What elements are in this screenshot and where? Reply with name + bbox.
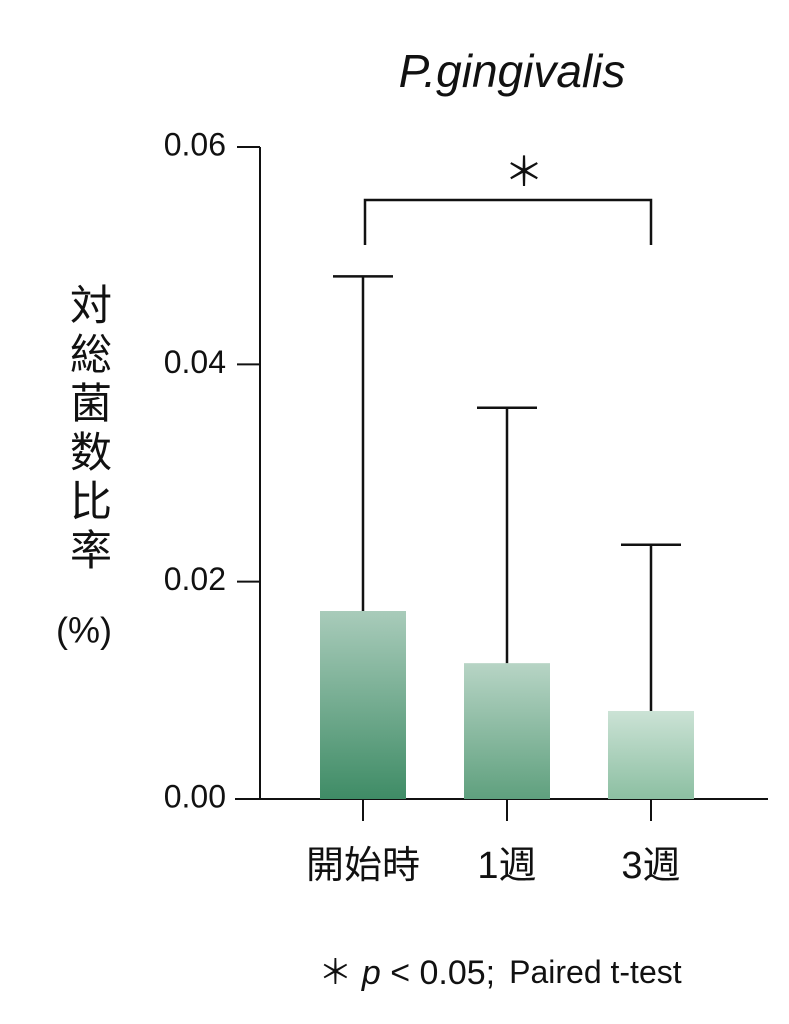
bar <box>608 710 694 799</box>
significance-bracket <box>363 198 653 245</box>
x-tick-label: 1週 <box>477 845 536 887</box>
error-bar <box>333 275 393 612</box>
y-tick-label: 0.06 <box>164 126 226 162</box>
y-axis-unit: (%) <box>56 610 112 651</box>
chart-title: P.gingivalis <box>399 45 626 97</box>
footnote-p: p <box>361 954 381 992</box>
significance-label: ＊ <box>504 151 544 195</box>
y-tick-label: 0.02 <box>164 561 226 597</box>
y-axis-label: 対総菌数比率 <box>65 283 112 577</box>
y-tick-label: 0.04 <box>164 344 226 380</box>
x-tick-label: 開始時 <box>306 845 420 887</box>
footnote-symbol: ＊ <box>318 954 352 992</box>
error-bar <box>621 543 681 711</box>
error-bar <box>477 406 537 664</box>
x-tick-label: 3週 <box>621 845 680 887</box>
footnote: ＊ p < 0.05; Paired t-test <box>318 954 681 992</box>
bar <box>464 663 550 799</box>
footnote-condition: < 0.05; <box>390 954 495 992</box>
footnote-test: Paired t-test <box>509 954 682 990</box>
bar <box>320 611 406 799</box>
y-tick-label: 0.00 <box>164 778 226 814</box>
